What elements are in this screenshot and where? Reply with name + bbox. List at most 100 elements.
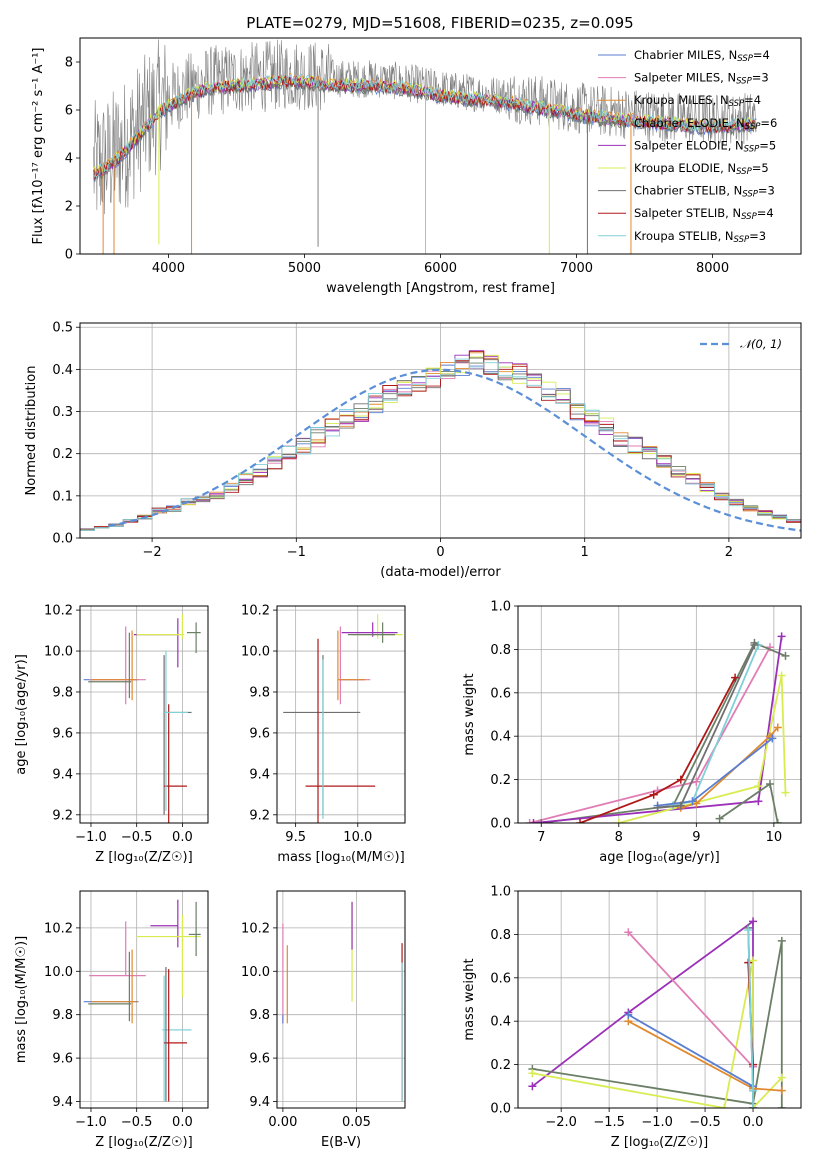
y-tick-label: 9.8 xyxy=(52,685,73,700)
x-tick-label: 0.0 xyxy=(743,1115,764,1130)
axes-frame xyxy=(79,605,209,824)
x-tick-label: −1.0 xyxy=(75,830,107,845)
weight-marker xyxy=(744,926,753,935)
weight-marker xyxy=(576,819,585,823)
weight-marker xyxy=(777,671,786,680)
x-axis-label: Z [log₁₀(Z/Z☉)] xyxy=(611,1135,708,1150)
y-axis-label: Flux [fλ10⁻¹⁷ erg cm⁻² s⁻¹ A⁻¹] xyxy=(31,48,46,245)
weight-marker xyxy=(528,1082,537,1091)
weight-marker xyxy=(749,956,758,965)
y-tick-label: 10.2 xyxy=(44,921,73,936)
weight-line-salpeter_elodie xyxy=(531,919,754,1088)
y-tick-label: 2 xyxy=(65,200,73,215)
legend-entry: Salpeter STELIB, NSSP=4 xyxy=(634,206,774,222)
figure-title: PLATE=0279, MJD=51608, FIBERID=0235, z=0… xyxy=(246,14,633,32)
x-axis-label: mass [log₁₀(M/M☉)] xyxy=(277,850,404,865)
mass_vs_ebv-plot-area xyxy=(282,901,403,1102)
x-tick-label: −2.0 xyxy=(545,1115,577,1130)
weight-marker xyxy=(624,928,633,937)
weight-marker xyxy=(537,819,546,823)
x-axis-label: Z [log₁₀(Z/Z☉)] xyxy=(95,1135,192,1150)
x-tick-label: 9 xyxy=(692,830,700,845)
axes-frame xyxy=(276,890,406,1109)
y-tick-label: 0.2 xyxy=(490,773,511,788)
weight-marker xyxy=(525,819,534,823)
x-tick-label: 10 xyxy=(766,830,783,845)
weight-marker xyxy=(749,1104,758,1108)
y-tick-label: 9.4 xyxy=(249,767,270,782)
x-tick-label: 8000 xyxy=(696,261,729,276)
panel-weight_vs_Z: −2.0 −1.5 −1.0 −0.5 0.0 0.0 0.2 0.4 0.6 0.8 1.0 Z [… xyxy=(462,885,802,1150)
weight-marker xyxy=(614,819,623,823)
y-tick-label: 8 xyxy=(65,56,73,71)
panel-spectrum: 4000 5000 6000 7000 8000 0 2 4 6 8 wavelength [Ang… xyxy=(31,37,802,296)
panel-age_vs_Z: −1.0 −0.5 0.0 9.2 9.4 9.6 9.8 10.0 10.2 Z [log₁₀(… xyxy=(14,604,209,865)
x-tick-label: −1.5 xyxy=(593,1115,625,1130)
weight-marker xyxy=(768,734,777,743)
y-tick-label: 10.2 xyxy=(241,921,270,936)
weight-line-kroupa_elodie xyxy=(618,675,787,823)
y-tick-label: 10.0 xyxy=(44,965,73,980)
weight-marker xyxy=(528,1069,537,1078)
x-axis-label: E(B-V) xyxy=(321,1135,361,1150)
y-tick-label: 1.0 xyxy=(490,600,511,615)
weight-line-salpeter_stelib xyxy=(579,677,736,823)
weight-marker xyxy=(750,641,759,650)
y-tick-label: 0.1 xyxy=(52,489,73,504)
y-tick-label: 0.5 xyxy=(52,321,73,336)
y-tick-label: 9.6 xyxy=(249,1052,270,1067)
panel-mass_vs_ebv: 0.00 0.05 9.4 9.6 9.8 10.0 10.2 E(B-V) xyxy=(241,890,406,1150)
axes-frame xyxy=(517,890,802,1109)
y-tick-label: 9.4 xyxy=(52,1095,73,1110)
legend-entry: Salpeter MILES, NSSP=3 xyxy=(634,71,769,87)
x-tick-label: 7000 xyxy=(560,261,593,276)
weight-marker xyxy=(754,797,763,806)
y-axis-label: age [log₁₀(age/yr)] xyxy=(14,654,29,775)
x-tick-label: 0 xyxy=(436,545,444,560)
weight-marker xyxy=(676,801,685,810)
y-tick-label: 0.0 xyxy=(490,1102,511,1117)
y-tick-label: 0.4 xyxy=(52,363,73,378)
x-tick-label: −2 xyxy=(143,545,162,560)
legend-entry: 𝒩(0, 1) xyxy=(740,337,782,351)
y-tick-label: 10.0 xyxy=(44,645,73,660)
x-tick-label: 0.0 xyxy=(172,1115,193,1130)
weight-marker xyxy=(773,723,782,732)
x-tick-label: 4000 xyxy=(152,261,185,276)
weight-marker xyxy=(692,777,701,786)
x-axis-label: wavelength [Angstrom, rest frame] xyxy=(326,281,555,296)
y-tick-label: 0.4 xyxy=(490,1015,511,1030)
x-tick-label: 10.0 xyxy=(343,830,372,845)
y-tick-label: 0.0 xyxy=(52,532,73,547)
legend-entry: Salpeter ELODIE, NSSP=5 xyxy=(634,138,776,154)
age_vs_mass-plot-area xyxy=(283,614,403,823)
x-tick-label: 6000 xyxy=(424,261,457,276)
x-tick-label: 8 xyxy=(615,830,623,845)
y-tick-label: 0.6 xyxy=(490,686,511,701)
axes-frame xyxy=(276,605,406,824)
legend-entry: Kroupa ELODIE, NSSP=5 xyxy=(634,161,769,177)
y-tick-label: 6 xyxy=(65,104,73,119)
y-tick-label: 0.0 xyxy=(490,817,511,832)
y-tick-label: 9.4 xyxy=(52,767,73,782)
y-axis-label: mass weight xyxy=(462,673,477,755)
y-tick-label: 9.6 xyxy=(52,1052,73,1067)
normal-curve xyxy=(108,368,801,532)
x-tick-label: −0.5 xyxy=(121,1115,153,1130)
y-tick-label: 10.0 xyxy=(241,645,270,660)
x-tick-label: −1.0 xyxy=(75,1115,107,1130)
x-tick-label: −1 xyxy=(287,545,306,560)
weight-line-chabrier_stelib xyxy=(657,644,756,809)
panel-mass_vs_Z: −1.0 −0.5 0.0 9.4 9.6 9.8 10.0 10.2 Z [log₁₀(Z/Z… xyxy=(14,890,209,1150)
weight-marker xyxy=(653,803,662,812)
y-tick-label: 9.8 xyxy=(249,685,270,700)
weight-marker xyxy=(754,782,763,791)
weight-marker xyxy=(649,790,658,799)
weight-marker xyxy=(749,1086,758,1095)
legend-entry: Chabrier ELODIE, NSSP=6 xyxy=(634,116,777,132)
y-tick-label: 0.3 xyxy=(52,405,73,420)
weight-marker xyxy=(777,1104,786,1108)
y-axis-label: Normed distribution xyxy=(24,366,39,496)
x-tick-label: 2 xyxy=(725,545,733,560)
residuals-plot-area xyxy=(80,350,801,532)
